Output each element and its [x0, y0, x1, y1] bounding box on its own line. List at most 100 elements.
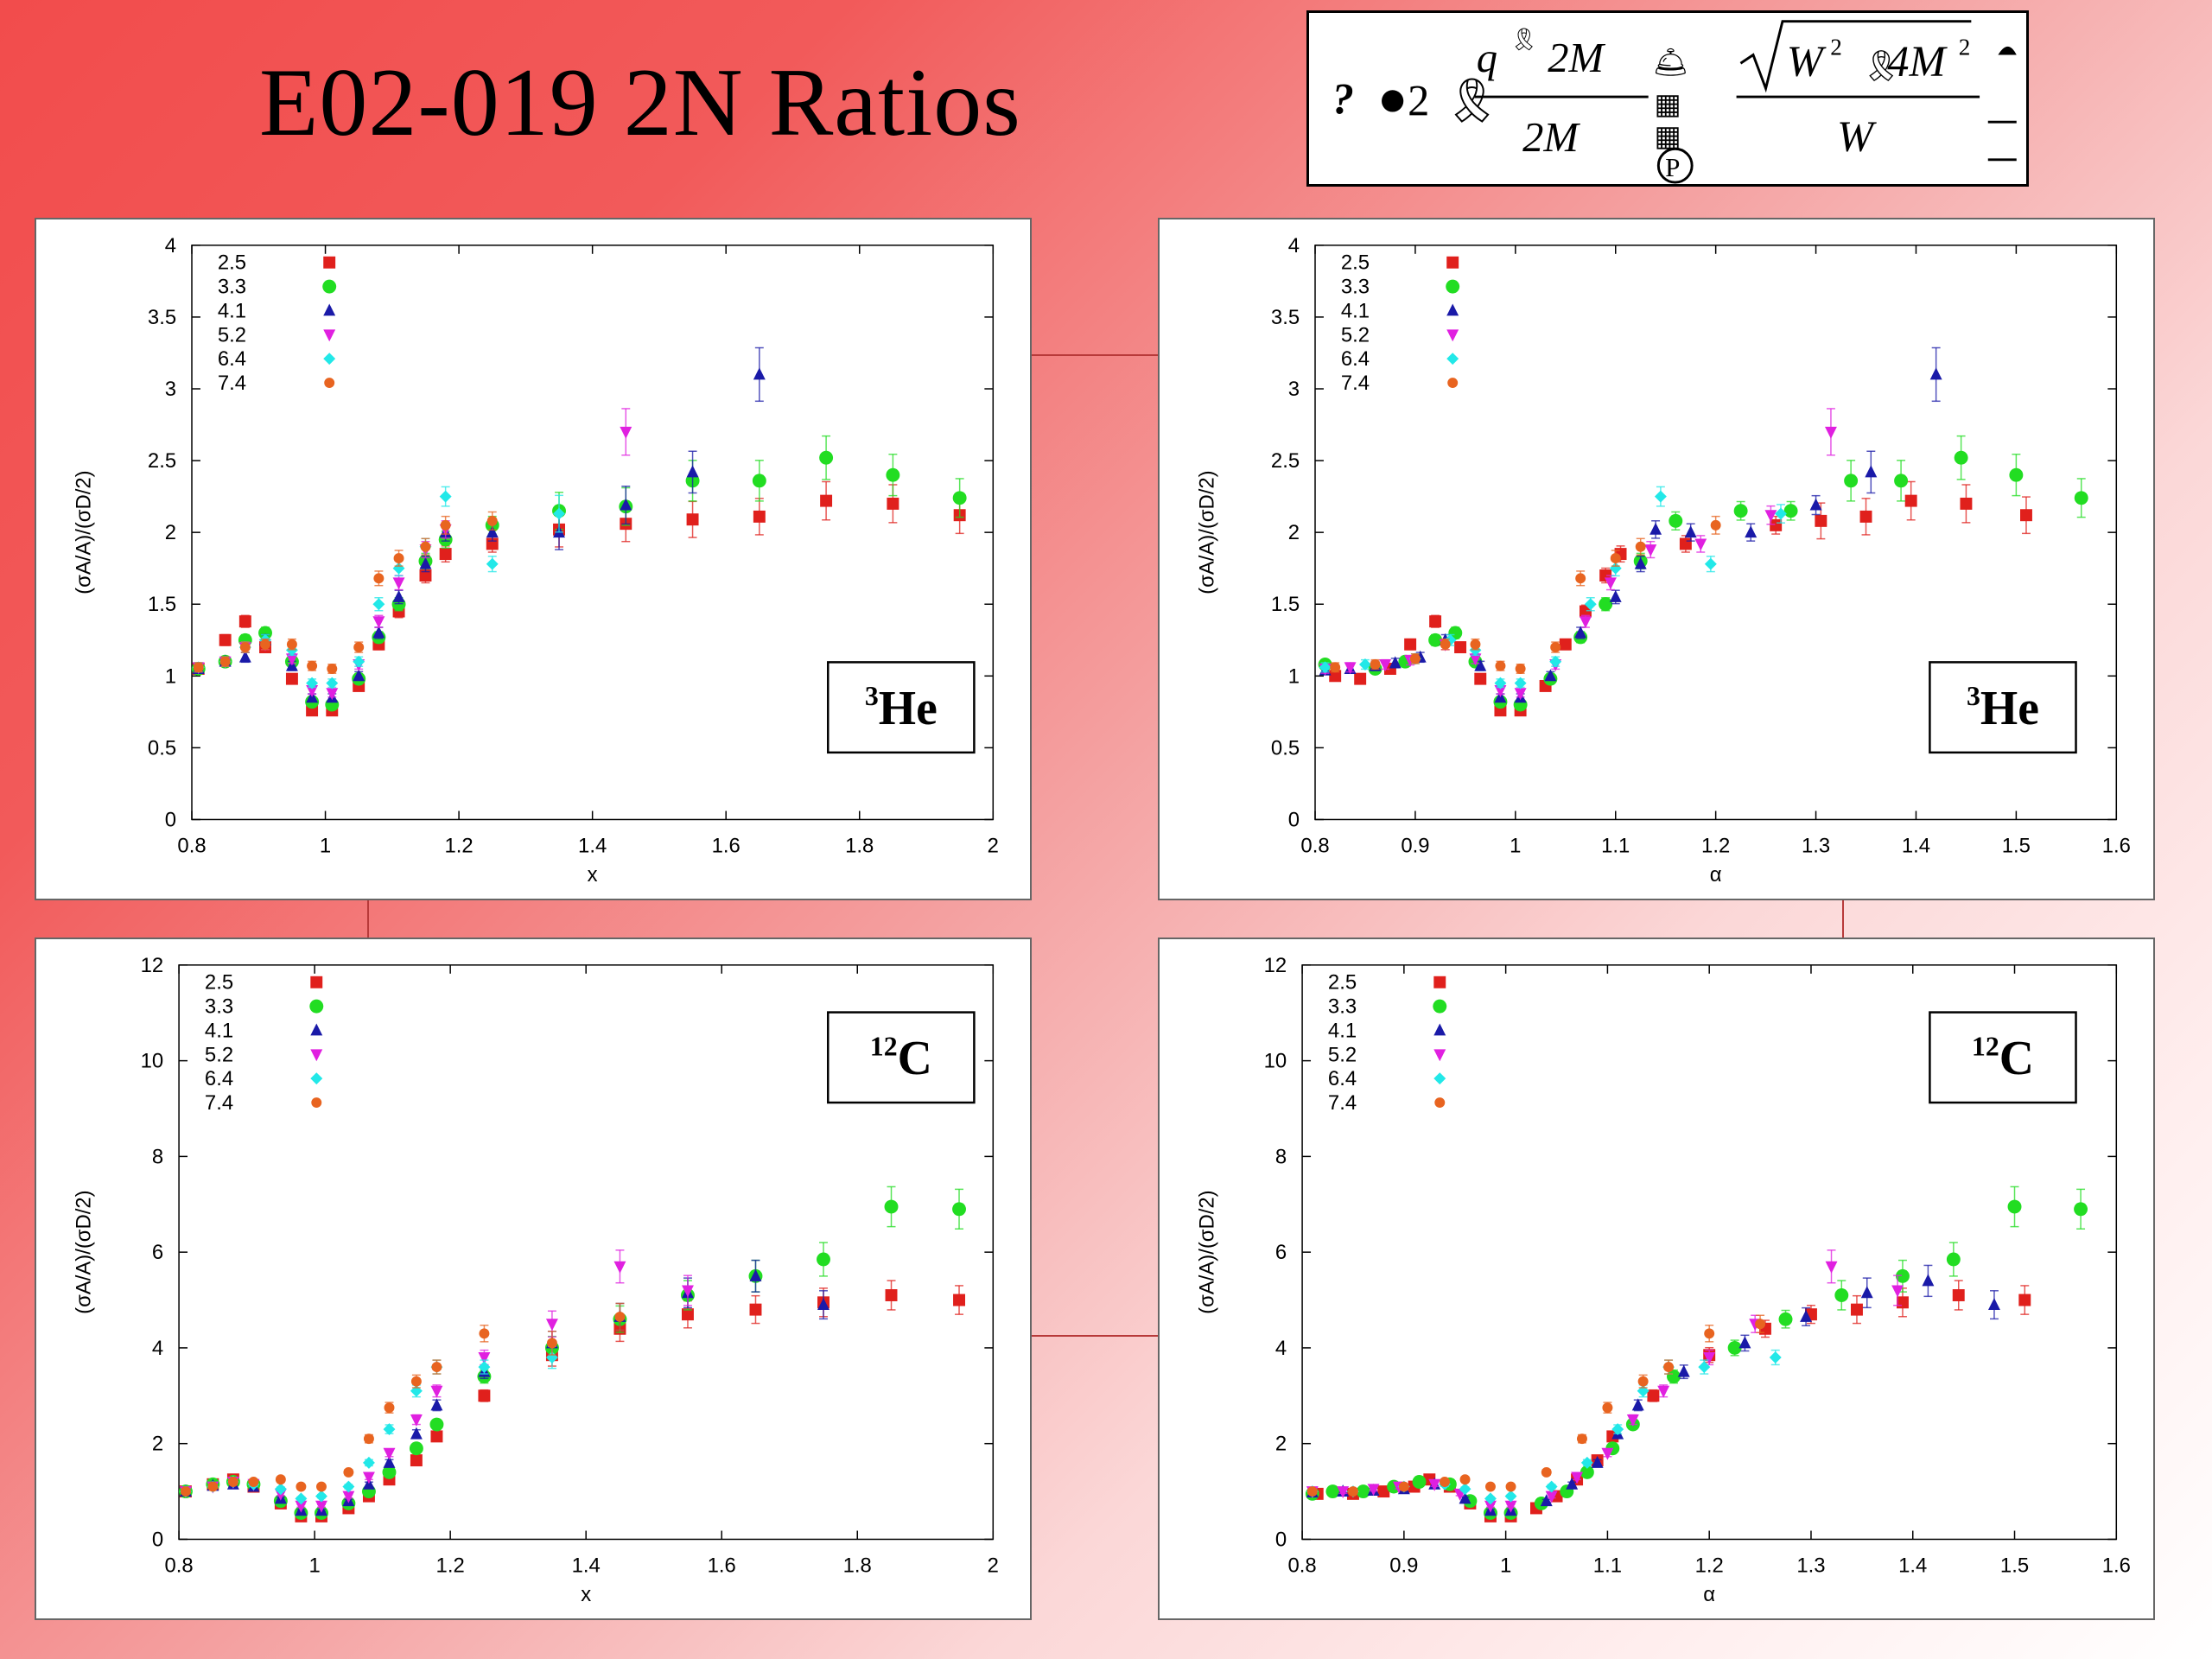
legend-label: 2.5: [218, 251, 246, 275]
chart-c12-alpha: 0.8 0.9 1 1.1 1.2 1.3 1.4 1.5 1.6 0 2 4 6 8 10 12 α (σA/A…: [1196, 954, 2131, 1606]
data-point: [1738, 1336, 1751, 1349]
data-point: [486, 515, 498, 526]
series-3.3: [178, 1185, 966, 1520]
legend-label: 7.4: [218, 372, 246, 395]
data-point: [1584, 598, 1597, 611]
data-point: [1575, 573, 1586, 584]
data-point: [1745, 525, 1758, 538]
formula-den1: 2M: [1522, 115, 1580, 161]
data-point: [1354, 672, 1367, 685]
data-point: [1591, 1455, 1604, 1468]
data-point: [1850, 1303, 1863, 1316]
legend-label: 4.1: [1341, 299, 1370, 322]
data-point: [2074, 1202, 2088, 1217]
x-tick-label: 1: [320, 834, 331, 857]
data-point: [1769, 1351, 1782, 1363]
formula-num2-b: 4M: [1887, 37, 1948, 86]
nucleus-label-text: C: [1999, 1032, 2034, 1085]
series-5.2: [192, 408, 632, 701]
data-point: [1541, 1466, 1552, 1478]
data-point: [753, 367, 766, 380]
y-tick-label: 0: [1288, 808, 1300, 831]
data-point: [1755, 1319, 1766, 1330]
data-point: [1319, 661, 1332, 674]
y-tick-label: 12: [1264, 954, 1287, 977]
formula-glyph: ?: [1332, 74, 1354, 123]
data-point: [545, 1319, 558, 1332]
data-point: [1609, 589, 1622, 602]
data-point: [1667, 1370, 1681, 1384]
data-point: [620, 498, 632, 511]
x-tick-label: 1.4: [1898, 1554, 1927, 1577]
x-tick-label: 1: [308, 1554, 320, 1577]
data-point: [1657, 1385, 1670, 1398]
data-point: [1359, 658, 1371, 671]
series-6.4: [1319, 486, 1787, 690]
data-point: [681, 1285, 694, 1298]
data-point: [439, 490, 452, 503]
data-point: [363, 1433, 374, 1445]
data-point: [1469, 653, 1482, 666]
data-point: [1929, 367, 1942, 380]
data-point: [1637, 1376, 1649, 1387]
data-point: [1514, 688, 1527, 701]
data-point: [1459, 1474, 1471, 1485]
data-point: [1859, 510, 1872, 523]
data-point: [478, 1389, 491, 1402]
y-tick-label: 6: [152, 1241, 163, 1264]
formula-num1: 2M: [1548, 35, 1605, 81]
data-point: [1602, 1402, 1613, 1414]
series-3.3: [1318, 435, 2088, 712]
data-point: [752, 474, 766, 488]
data-point: [953, 1294, 965, 1306]
data-point: [1484, 1492, 1497, 1505]
legend-marker: [310, 1023, 323, 1036]
legend-marker: [1447, 378, 1459, 389]
data-point: [392, 589, 405, 602]
data-point: [1337, 1486, 1350, 1499]
chart-c12-x: 0.8 1 1.2 1.4 1.6 1.8 2 0 2 4 6 8 10 12 x (σA/A)/(σD/2)…: [73, 954, 999, 1606]
x-tick-label: 0.9: [1389, 1554, 1418, 1577]
x-tick-label: 1: [1500, 1554, 1511, 1577]
y-tick-label: 12: [141, 954, 164, 977]
data-point: [1778, 1312, 1793, 1326]
series-4.1: [192, 346, 766, 703]
data-point: [1580, 616, 1592, 629]
data-point: [1429, 615, 1442, 628]
x-tick-label: 1.3: [1796, 1554, 1825, 1577]
data-point: [219, 656, 231, 667]
legend-label: 7.4: [1341, 372, 1370, 395]
data-point: [373, 573, 385, 584]
nucleus-label: 3He: [865, 681, 938, 735]
x-tick-label: 1.6: [2102, 834, 2131, 857]
y-tick-label: 8: [1275, 1145, 1287, 1168]
y-tick-label: 2: [152, 1433, 163, 1456]
y-tick-label: 1.5: [1271, 593, 1300, 616]
data-point: [1514, 677, 1527, 690]
data-point: [2074, 491, 2088, 505]
y-tick-label: 1.5: [148, 593, 176, 616]
x-tick-label: 1: [1510, 834, 1521, 857]
formula-exponent: 2: [1959, 35, 1971, 60]
nucleus-label-text: He: [1980, 682, 2039, 735]
formula-glyph: 🎗: [1510, 29, 1538, 52]
chart-panel-c12-alpha: 0.8 0.9 1 1.1 1.2 1.3 1.4 1.5 1.6 0 2 4 6 8 10 12 α (σA/A…: [1158, 938, 2155, 1620]
legend-label: 3.3: [205, 995, 233, 1019]
x-tick-label: 1.2: [1701, 834, 1730, 857]
data-point: [1494, 684, 1507, 697]
data-point: [384, 1402, 395, 1414]
legend-label: 4.1: [205, 1019, 233, 1042]
legend-marker: [310, 976, 323, 988]
data-point: [440, 519, 451, 531]
data-point: [546, 1338, 557, 1349]
y-tick-label: 1: [1288, 664, 1300, 688]
data-point: [1987, 1298, 2000, 1311]
y-tick-label: 3: [165, 378, 176, 401]
data-point: [1549, 655, 1562, 668]
data-point: [1631, 1398, 1644, 1411]
data-point: [219, 633, 232, 646]
data-point: [275, 1474, 286, 1485]
data-point: [1454, 641, 1467, 654]
data-point: [486, 557, 499, 570]
data-point: [1809, 498, 1822, 511]
